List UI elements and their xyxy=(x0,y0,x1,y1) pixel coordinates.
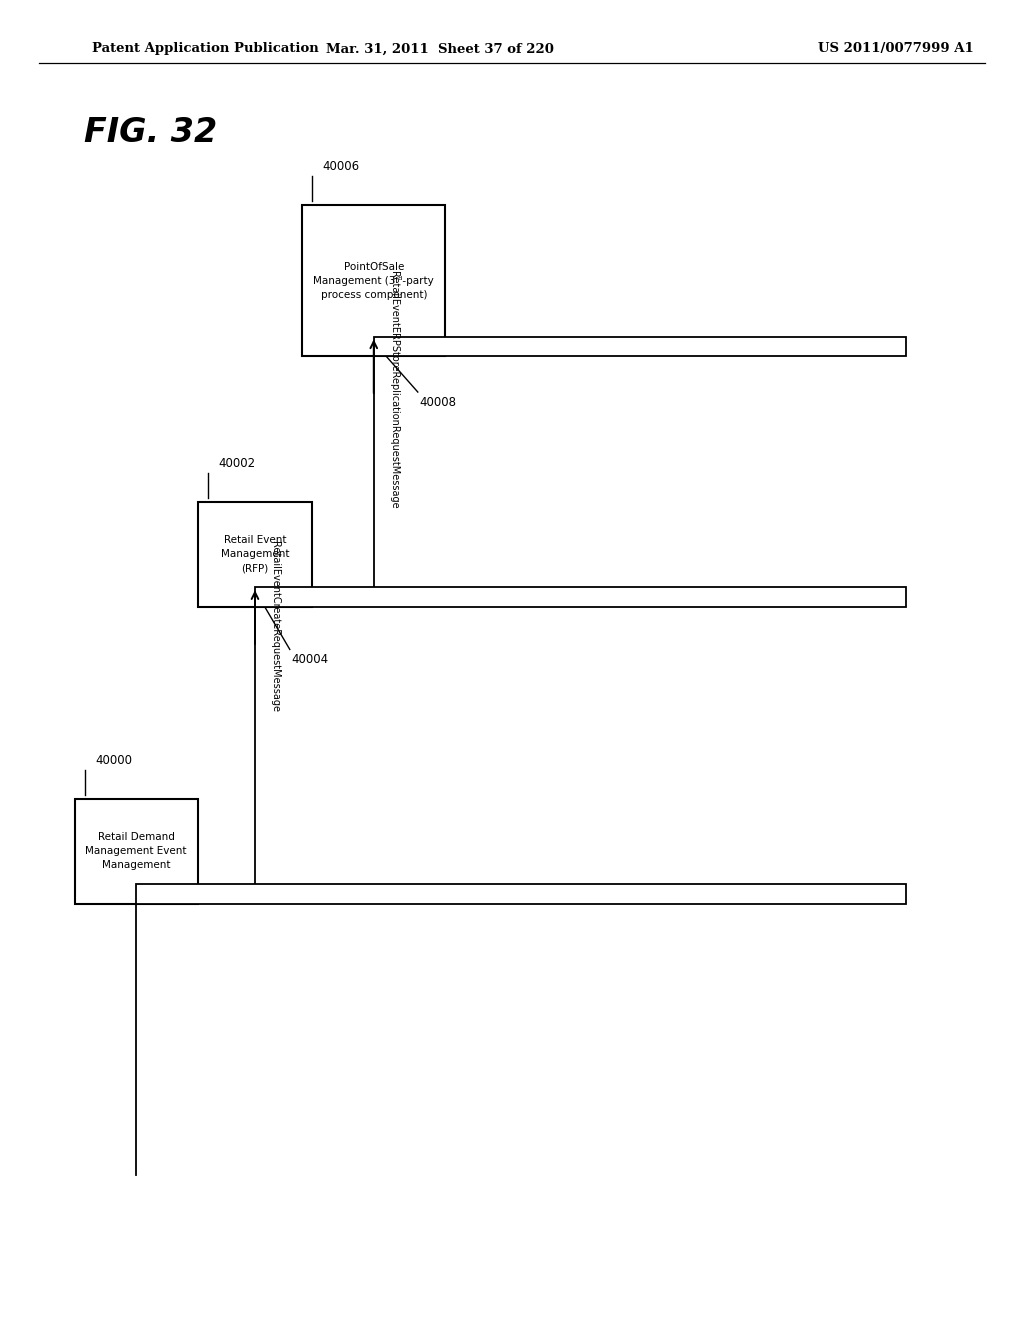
Text: PointOfSale
Management (3ʳᵈ-party
process component): PointOfSale Management (3ʳᵈ-party proces… xyxy=(313,261,434,300)
Text: Patent Application Publication: Patent Application Publication xyxy=(92,42,318,55)
Text: Mar. 31, 2011  Sheet 37 of 220: Mar. 31, 2011 Sheet 37 of 220 xyxy=(327,42,554,55)
Text: Retail Demand
Management Event
Management: Retail Demand Management Event Managemen… xyxy=(85,833,187,870)
Text: RetailEventCreateRequestMessage: RetailEventCreateRequestMessage xyxy=(270,541,281,713)
Bar xyxy=(136,884,906,904)
Text: 40004: 40004 xyxy=(292,653,329,667)
Text: 40006: 40006 xyxy=(323,160,359,173)
Bar xyxy=(374,337,906,356)
Text: 40002: 40002 xyxy=(218,457,255,470)
Text: FIG. 32: FIG. 32 xyxy=(84,116,217,149)
Text: 40008: 40008 xyxy=(420,396,457,409)
Bar xyxy=(302,205,445,356)
Text: US 2011/0077999 A1: US 2011/0077999 A1 xyxy=(818,42,974,55)
Text: Retail Event
Management
(RFP): Retail Event Management (RFP) xyxy=(221,536,289,573)
Bar xyxy=(75,799,198,904)
Text: 40000: 40000 xyxy=(95,754,132,767)
Bar xyxy=(198,502,312,607)
Text: RetailEventERPStoreReplicationRequestMessage: RetailEventERPStoreReplicationRequestMes… xyxy=(389,271,399,508)
Bar xyxy=(255,587,906,607)
